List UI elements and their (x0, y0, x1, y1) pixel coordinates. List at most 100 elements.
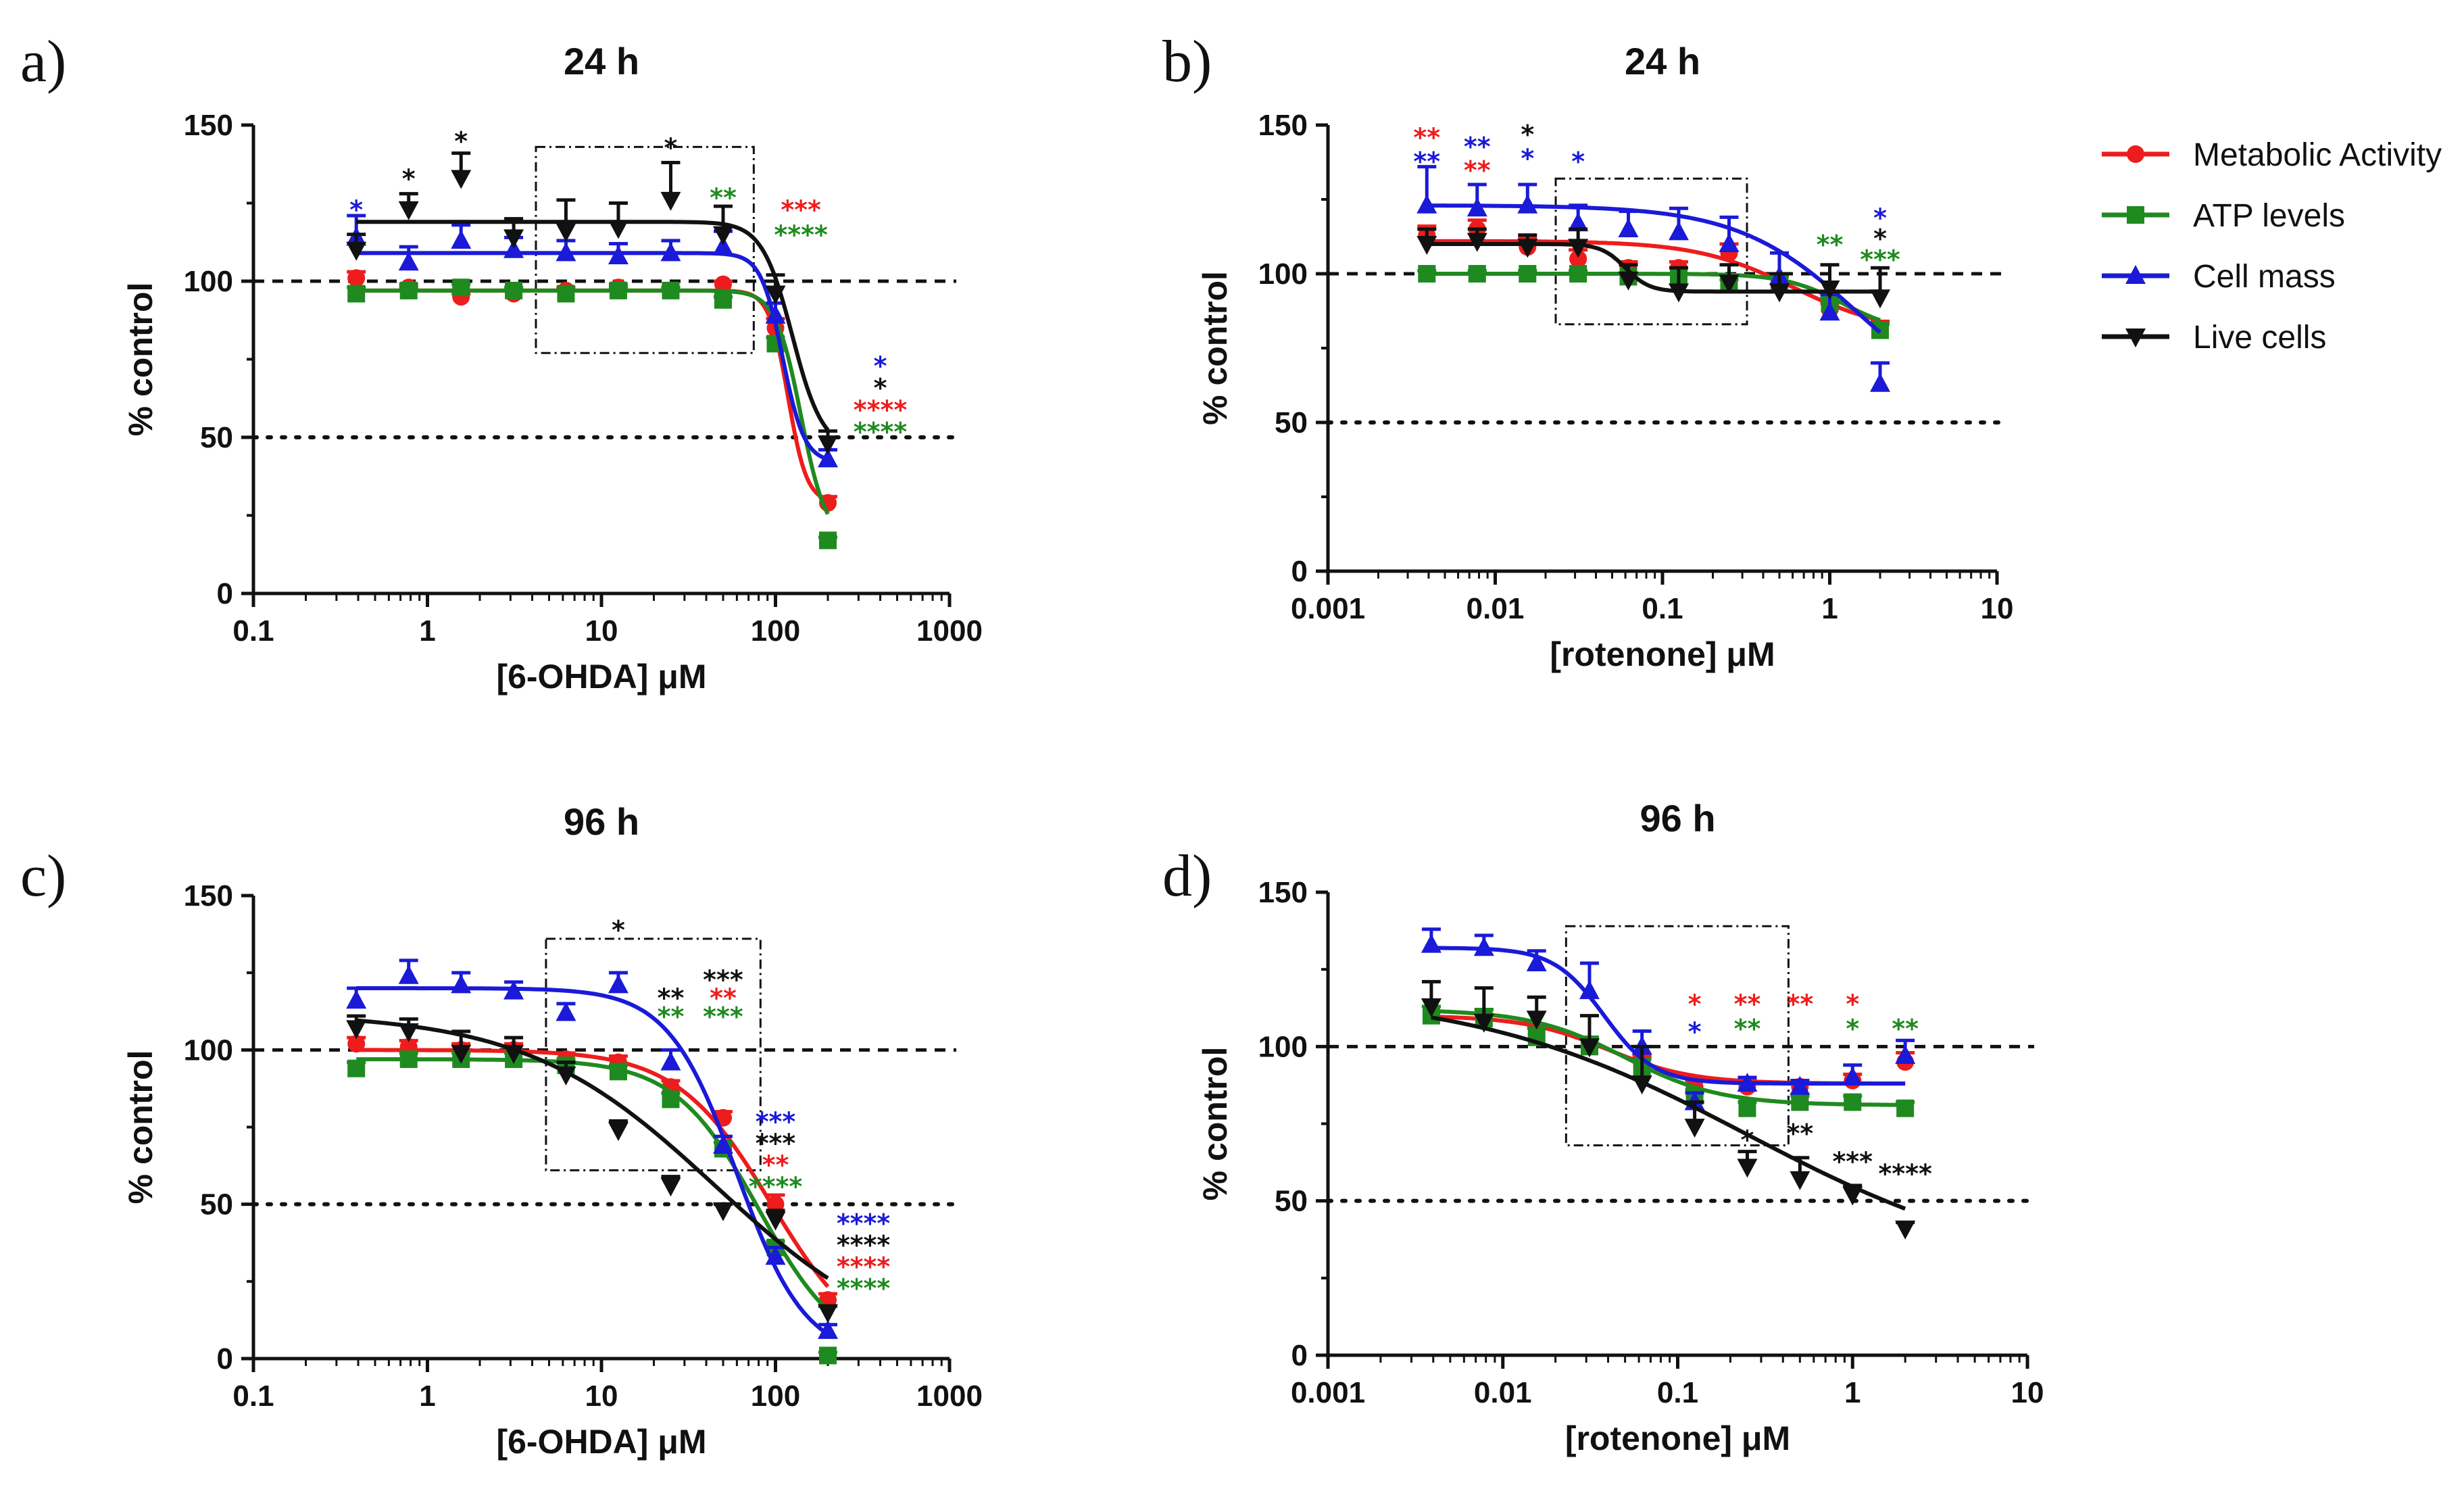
y-tick-label: 100 (184, 1033, 233, 1067)
x-axis-label: [rotenone] μM (1550, 635, 1775, 673)
panel-letter: c) (20, 844, 66, 909)
data-point-cellmass (712, 1134, 733, 1154)
data-point-atp (819, 1346, 837, 1365)
data-point-cellmass (1790, 1075, 1810, 1095)
data-point-live (608, 220, 629, 239)
significance-marker: * (1521, 120, 1534, 149)
data-point-live (556, 223, 576, 243)
x-tick-label: 10 (1981, 592, 2014, 625)
data-point-cellmass (818, 1319, 839, 1339)
significance-marker: **** (837, 1230, 891, 1260)
legend-label: Metabolic Activity (2193, 137, 2442, 173)
x-tick-label: 1000 (916, 614, 983, 648)
fit-curve-cellmass (356, 251, 829, 462)
data-point-cellmass (556, 242, 576, 262)
data-point-live (1579, 1038, 1600, 1058)
significance-marker: ** (762, 1150, 789, 1179)
significance-marker: * (1521, 143, 1534, 173)
data-point-live (503, 229, 524, 249)
significance-marker: * (1571, 147, 1585, 176)
significance-marker: * (454, 126, 468, 156)
legend-label: Cell mass (2193, 259, 2336, 295)
y-tick-label: 100 (184, 265, 233, 298)
data-point-live (503, 1044, 524, 1064)
series-cellmass (346, 958, 839, 1339)
data-point-cellmass (1568, 212, 1589, 232)
data-point-atp (1791, 1093, 1809, 1111)
panel-a: a) 24 h 0 50 100 150 0.1 1 10 100 1000 [6-OHDA] μM%… (20, 29, 983, 696)
data-point-atp (557, 285, 575, 303)
data-point-cellmass (1870, 372, 1891, 392)
highlight-box (545, 938, 762, 1171)
highlight-box (1554, 177, 1748, 326)
data-point-live (346, 241, 367, 261)
significance-marker: ** (1464, 155, 1491, 185)
panel-c: c) 96 h 0 50 100 150 0.1 1 10 100 1000 [6-OHDA] μM%… (20, 800, 983, 1461)
x-tick-label: 1 (1844, 1376, 1861, 1409)
significance-marker: * (1873, 203, 1887, 233)
data-point-cellmass (451, 974, 472, 994)
series-atp (347, 1050, 838, 1365)
data-point-live (1568, 239, 1589, 258)
y-axis-label: % control (122, 283, 159, 437)
significance-marker: * (1688, 1017, 1702, 1047)
data-point-atp (1896, 1099, 1915, 1117)
significance-marker: ** (1734, 1014, 1761, 1044)
y-axis-label: % control (1196, 1047, 1234, 1201)
data-point-cellmass (398, 251, 419, 271)
significance-marker: * (1688, 989, 1702, 1019)
fit-curve-metabolic (356, 288, 829, 502)
significance-marker: *** (781, 195, 821, 225)
highlight-box (535, 145, 755, 354)
significance-marker: **** (749, 1171, 803, 1201)
data-point-atp (505, 281, 523, 299)
significance-marker: ** (1734, 989, 1761, 1019)
data-point-cellmass (1668, 221, 1689, 241)
x-tick-label: 100 (751, 1380, 800, 1413)
data-point-cellmass (765, 304, 786, 324)
data-point-cellmass (660, 242, 681, 262)
significance-marker: ** (1892, 1014, 1919, 1044)
data-point-live (451, 1044, 472, 1064)
significance-marker: **** (837, 1252, 891, 1282)
data-point-metabolic (714, 275, 732, 293)
data-point-live (398, 201, 419, 220)
x-tick-label: 10 (585, 1380, 618, 1413)
y-tick-label: 50 (200, 421, 233, 454)
fit-curve-live (1431, 1015, 1906, 1211)
data-point-cellmass (1719, 233, 1740, 252)
legend-item-cellmass: Cell mass (2102, 259, 2336, 295)
data-point-cellmass (398, 965, 419, 984)
series-live (346, 1014, 839, 1323)
data-point-atp (609, 1063, 627, 1081)
significance-marker: ** (1786, 1119, 1813, 1148)
fit-curve-live (355, 1018, 829, 1280)
data-point-cellmass (1517, 194, 1538, 214)
panel-b: b) 24 h 0 50 100 150 0.001 0.01 0.1 1 10 [rotenone]… (1162, 29, 2013, 673)
y-tick-label: 100 (1258, 258, 1308, 291)
fit-curve-live (1427, 242, 1880, 294)
chart-title: 96 h (564, 800, 639, 843)
data-point-atp (714, 291, 732, 309)
data-point-live (712, 226, 733, 245)
fit-curve-atp (356, 1057, 830, 1312)
significance-marker: *** (756, 1106, 796, 1136)
y-axis-label: % control (1196, 271, 1234, 425)
x-tick-label: 100 (751, 614, 800, 648)
x-tick-label: 10 (585, 614, 618, 648)
significance-marker: * (874, 373, 887, 403)
x-axis-label: [rotenone] μM (1565, 1419, 1790, 1457)
x-tick-label: 0.01 (1467, 592, 1525, 625)
data-point-cellmass (712, 236, 733, 255)
data-point-cellmass (451, 229, 472, 249)
y-tick-label: 0 (1291, 1339, 1308, 1372)
x-tick-label: 0.1 (1657, 1376, 1698, 1409)
data-point-atp (1418, 265, 1436, 283)
series-atp (1421, 1004, 1915, 1117)
data-point-live (1842, 1186, 1863, 1206)
significance-marker: **** (837, 1209, 891, 1238)
fit-curve-metabolic (1427, 239, 1881, 322)
significance-marker: ** (710, 983, 737, 1013)
data-point-metabolic (347, 269, 366, 287)
